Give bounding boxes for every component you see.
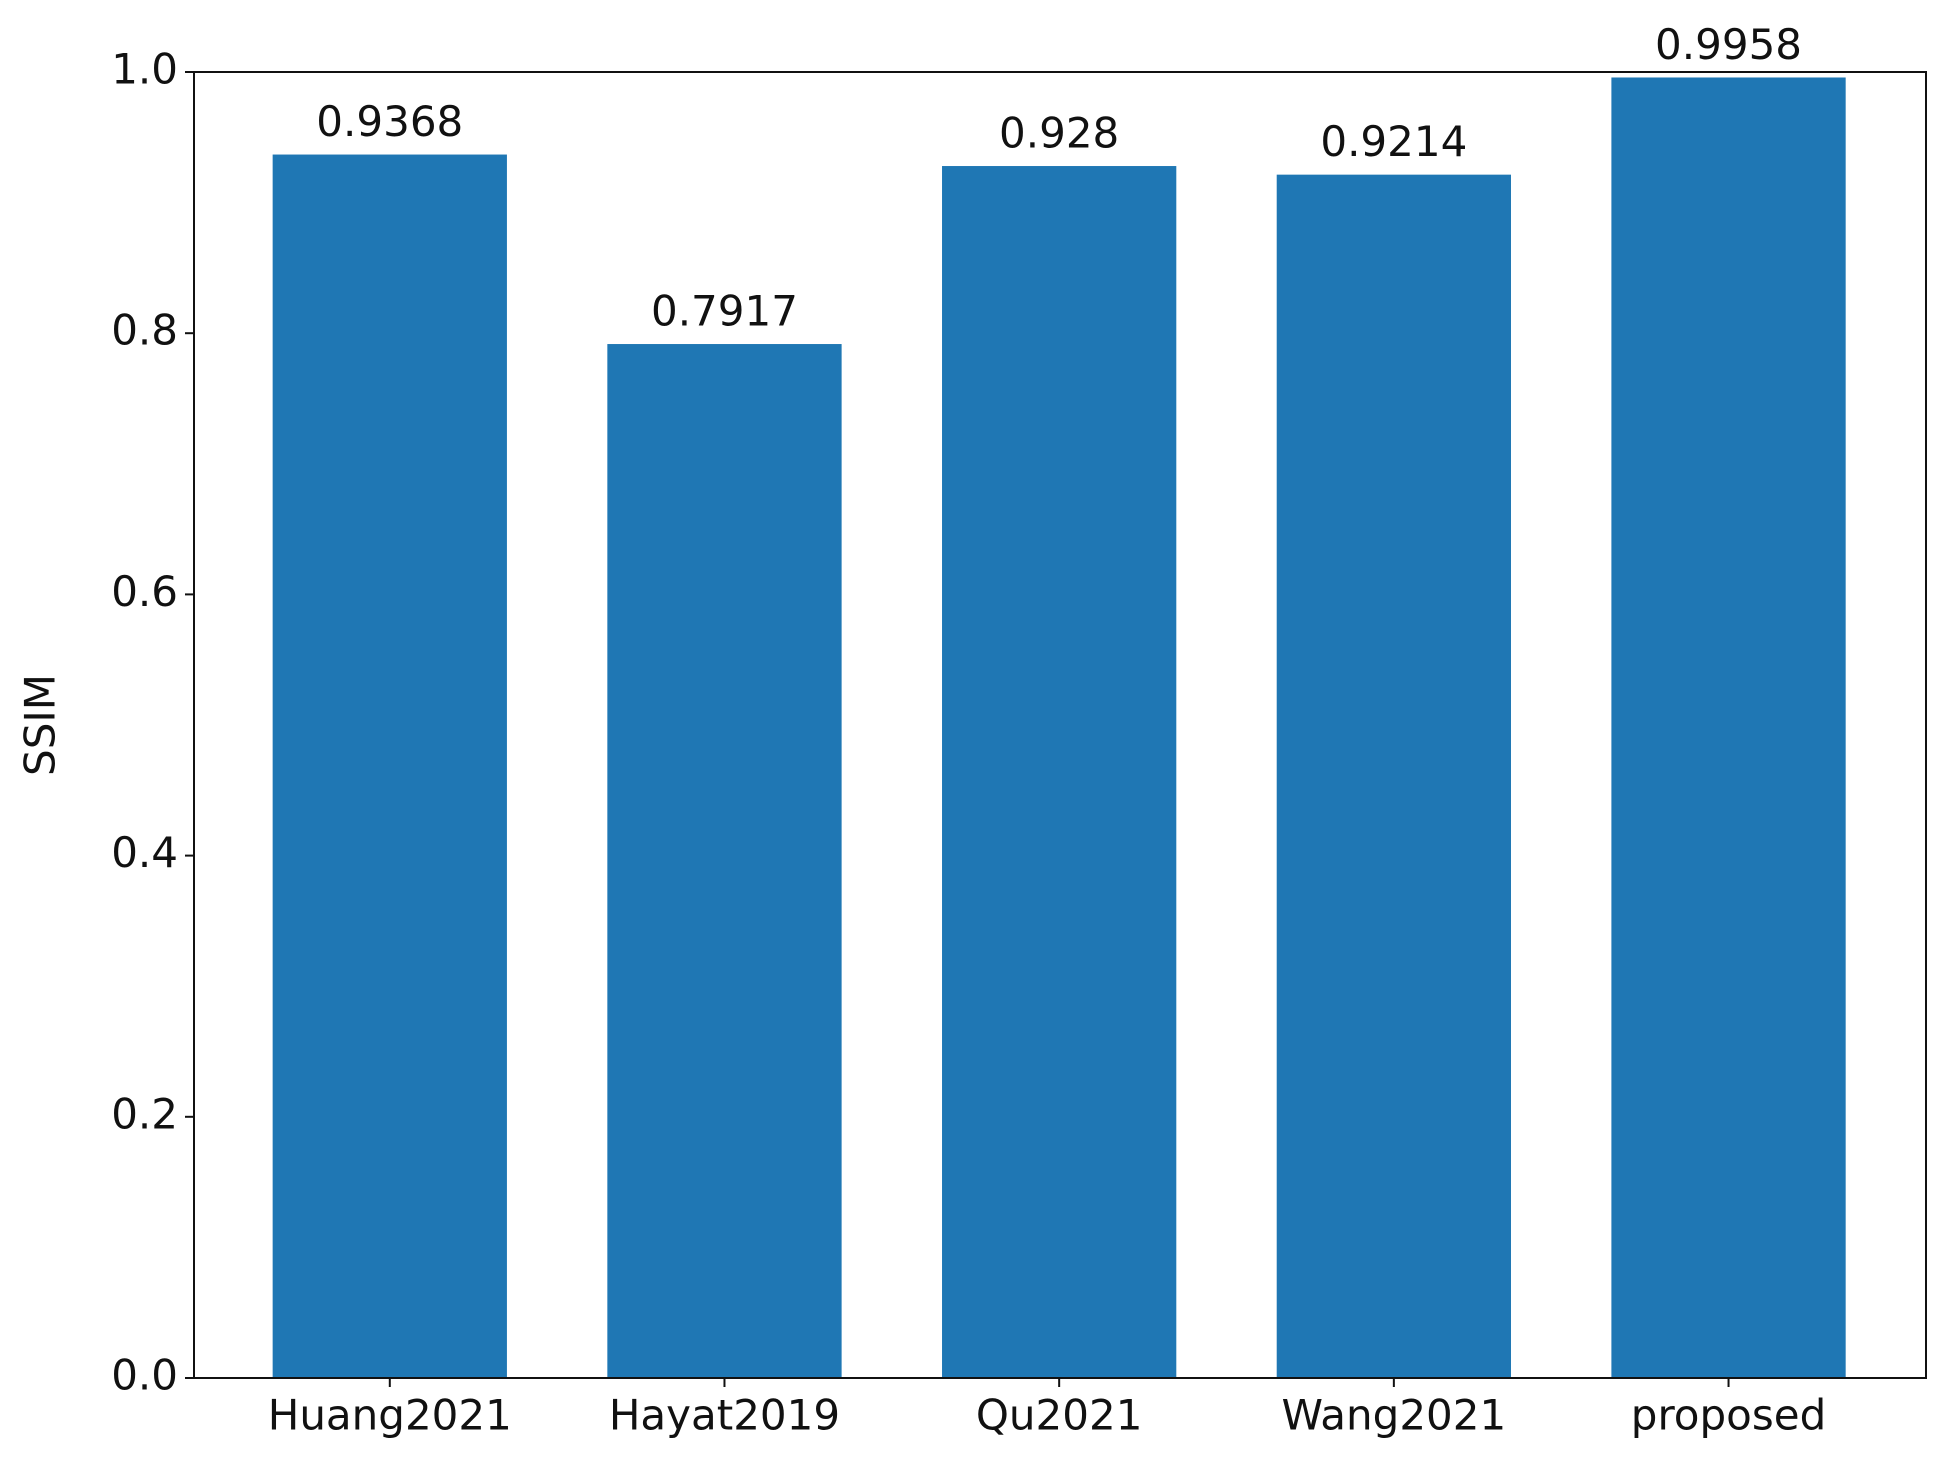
bar [607, 344, 842, 1378]
bar [1276, 174, 1511, 1378]
x-tick-label: Huang2021 [268, 1391, 512, 1440]
x-tick-label: Qu2021 [976, 1391, 1143, 1440]
y-tick-label: 0.0 [111, 1351, 178, 1400]
y-tick-label: 0.6 [111, 567, 178, 616]
axes-frame [193, 71, 1927, 1379]
bar [1611, 77, 1846, 1378]
value-label: 0.9214 [1320, 117, 1467, 166]
y-tick-label: 0.8 [111, 306, 178, 355]
value-label: 0.9368 [316, 97, 463, 146]
value-label: 0.7917 [651, 287, 798, 336]
y-tick-label: 0.2 [111, 1089, 178, 1138]
bar [942, 166, 1177, 1379]
y-axis-label: SSIM [16, 674, 65, 776]
bar [272, 154, 507, 1379]
value-label: 0.9958 [1655, 20, 1802, 69]
y-tick-label: 1.0 [111, 45, 178, 94]
y-tick-label: 0.4 [111, 828, 178, 877]
x-tick-label: Hayat2019 [609, 1391, 840, 1440]
x-tick-label: Wang2021 [1281, 1391, 1506, 1440]
x-tick-label: proposed [1631, 1391, 1826, 1440]
value-label: 0.928 [999, 109, 1119, 158]
